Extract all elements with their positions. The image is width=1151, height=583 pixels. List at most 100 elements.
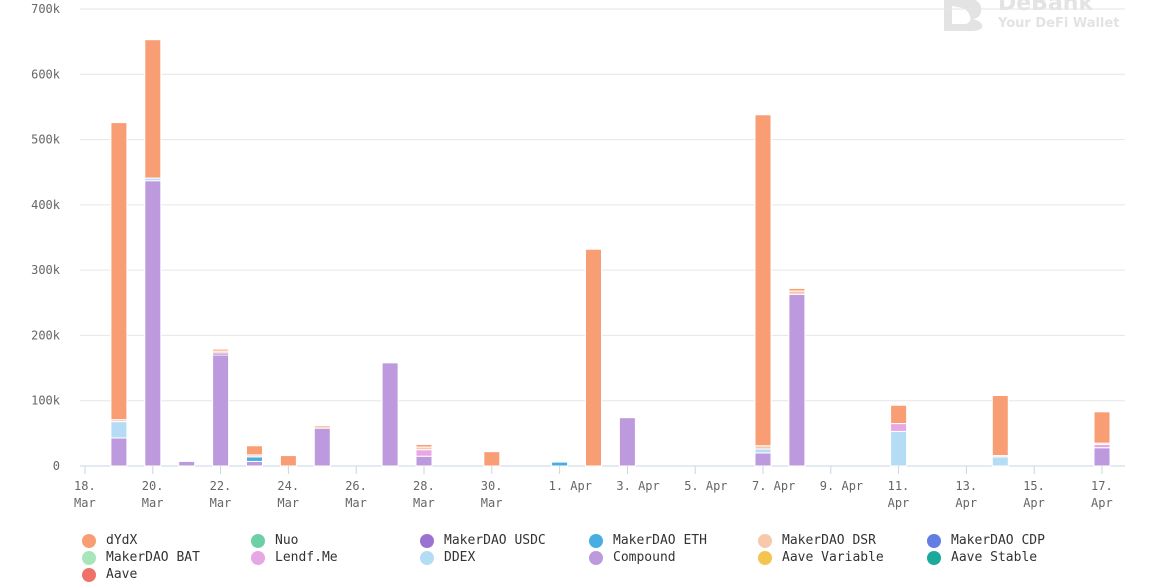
x-tick-label: 30. — [481, 479, 503, 493]
bar-segment[interactable] — [246, 456, 263, 462]
debank-watermark: DeBank Your DeFi Wallet — [944, 0, 1119, 31]
bar-segment[interactable] — [110, 122, 128, 421]
y-tick-label: 0 — [53, 459, 60, 473]
x-tick-label: 5. Apr — [684, 479, 727, 493]
bar-stack[interactable] — [279, 455, 297, 467]
bar-segment[interactable] — [890, 423, 908, 432]
bar-segment[interactable] — [788, 293, 806, 467]
bar-segment[interactable] — [585, 248, 602, 467]
x-tick-label: 7. Apr — [752, 479, 795, 493]
bar-stack[interactable] — [415, 443, 433, 467]
y-tick-label: 700k — [31, 2, 61, 16]
legend-item[interactable]: MakerDAO BAT — [82, 549, 251, 566]
legend: dYdX Nuo MakerDAO USDC MakerDAO ETH MakerDAO… — [82, 532, 1142, 583]
bar-segment[interactable] — [279, 455, 297, 467]
debank-logo-icon — [944, 0, 983, 31]
bar-stack[interactable] — [991, 394, 1009, 467]
x-tick-label-line2: Mar — [277, 496, 299, 510]
bar-segment[interactable] — [313, 425, 331, 429]
bar-segment[interactable] — [246, 460, 263, 467]
x-tick-label: 13. — [955, 479, 977, 493]
bar-segment[interactable] — [890, 430, 908, 467]
bar-stack[interactable] — [381, 362, 399, 467]
bar-segment[interactable] — [212, 354, 230, 467]
bar-segment[interactable] — [1093, 411, 1111, 444]
bar-segment[interactable] — [144, 39, 162, 179]
legend-label: MakerDAO DSR — [782, 533, 876, 548]
legend-item[interactable]: Nuo — [251, 532, 420, 549]
legend-swatch — [82, 533, 96, 548]
legend-item[interactable]: Compound — [589, 549, 758, 566]
bar-segment[interactable] — [754, 114, 772, 447]
legend-item[interactable]: Lendf.Me — [251, 549, 420, 566]
bar-stack[interactable] — [483, 451, 501, 467]
bar-segment[interactable] — [415, 449, 433, 457]
bar-segment[interactable] — [483, 451, 501, 467]
bar-segment[interactable] — [415, 455, 433, 467]
legend-item[interactable]: Aave — [82, 566, 251, 583]
legend-swatch — [758, 533, 772, 548]
bar-segment[interactable] — [618, 417, 636, 467]
bar-segment[interactable] — [246, 445, 263, 456]
bar-stack[interactable] — [890, 404, 908, 467]
y-tick-label: 100k — [31, 394, 61, 408]
bar-segment[interactable] — [415, 443, 433, 448]
bar-segment[interactable] — [144, 180, 162, 467]
bar-stack[interactable] — [618, 417, 636, 467]
legend-swatch — [251, 533, 265, 548]
bar-stack[interactable] — [754, 114, 772, 467]
bar-stack[interactable] — [551, 461, 569, 467]
legend-swatch — [589, 550, 603, 565]
bar-segment[interactable] — [313, 427, 331, 467]
bar-segment[interactable] — [991, 394, 1009, 457]
legend-item[interactable]: dYdX — [82, 532, 251, 549]
bar-stack[interactable] — [110, 122, 128, 467]
bar-stack[interactable] — [246, 445, 263, 467]
legend-swatch — [927, 533, 941, 548]
x-tick-label: 26. — [345, 479, 367, 493]
legend-item[interactable]: MakerDAO DSR — [758, 532, 927, 549]
bar-stack[interactable] — [212, 348, 230, 467]
bar-segment[interactable] — [551, 461, 569, 467]
bar-segment[interactable] — [178, 460, 196, 467]
bar-stack[interactable] — [1093, 411, 1111, 467]
bar-segment[interactable] — [890, 404, 908, 425]
bar-stack[interactable] — [788, 287, 806, 467]
y-tick-label: 200k — [31, 328, 61, 342]
legend-label: MakerDAO ETH — [613, 533, 707, 548]
x-tick-label: 18. — [74, 479, 96, 493]
x-tick-label: 3. Apr — [616, 479, 659, 493]
legend-item[interactable]: Aave Stable — [927, 549, 1096, 566]
legend-item[interactable]: DDEX — [420, 549, 589, 566]
x-tick-label: 24. — [277, 479, 299, 493]
legend-item[interactable]: MakerDAO USDC — [420, 532, 589, 549]
bar-segment[interactable] — [110, 421, 128, 439]
legend-swatch — [420, 550, 434, 565]
legend-item[interactable]: Aave Variable — [758, 549, 927, 566]
legend-swatch — [589, 533, 603, 548]
x-tick-label-line2: Apr — [1091, 496, 1113, 510]
x-tick-label-line2: Mar — [142, 496, 164, 510]
bar-segment[interactable] — [754, 452, 772, 467]
legend-item[interactable]: MakerDAO ETH — [589, 532, 758, 549]
bar-segment[interactable] — [991, 456, 1009, 467]
x-tick-label: 11. — [888, 479, 910, 493]
bar-stack[interactable] — [178, 460, 196, 467]
x-tick-label: 28. — [413, 479, 435, 493]
legend-label: Aave — [106, 567, 138, 582]
x-tick-label-line2: Apr — [888, 496, 910, 510]
bar-segment[interactable] — [788, 287, 806, 292]
bar-stack[interactable] — [144, 39, 162, 467]
bar-stack[interactable] — [313, 425, 331, 467]
bar-segment[interactable] — [754, 448, 772, 454]
legend-item[interactable]: MakerDAO CDP — [927, 532, 1096, 549]
x-tick-label: 9. Apr — [820, 479, 863, 493]
bar-segment[interactable] — [381, 362, 399, 467]
bar-segment[interactable] — [110, 437, 128, 467]
bar-segment[interactable] — [1093, 447, 1111, 467]
bar-segment[interactable] — [212, 348, 230, 352]
bar-stack[interactable] — [585, 248, 602, 467]
legend-label: Compound — [613, 550, 676, 565]
legend-label: Nuo — [275, 533, 299, 548]
legend-swatch — [82, 550, 96, 565]
